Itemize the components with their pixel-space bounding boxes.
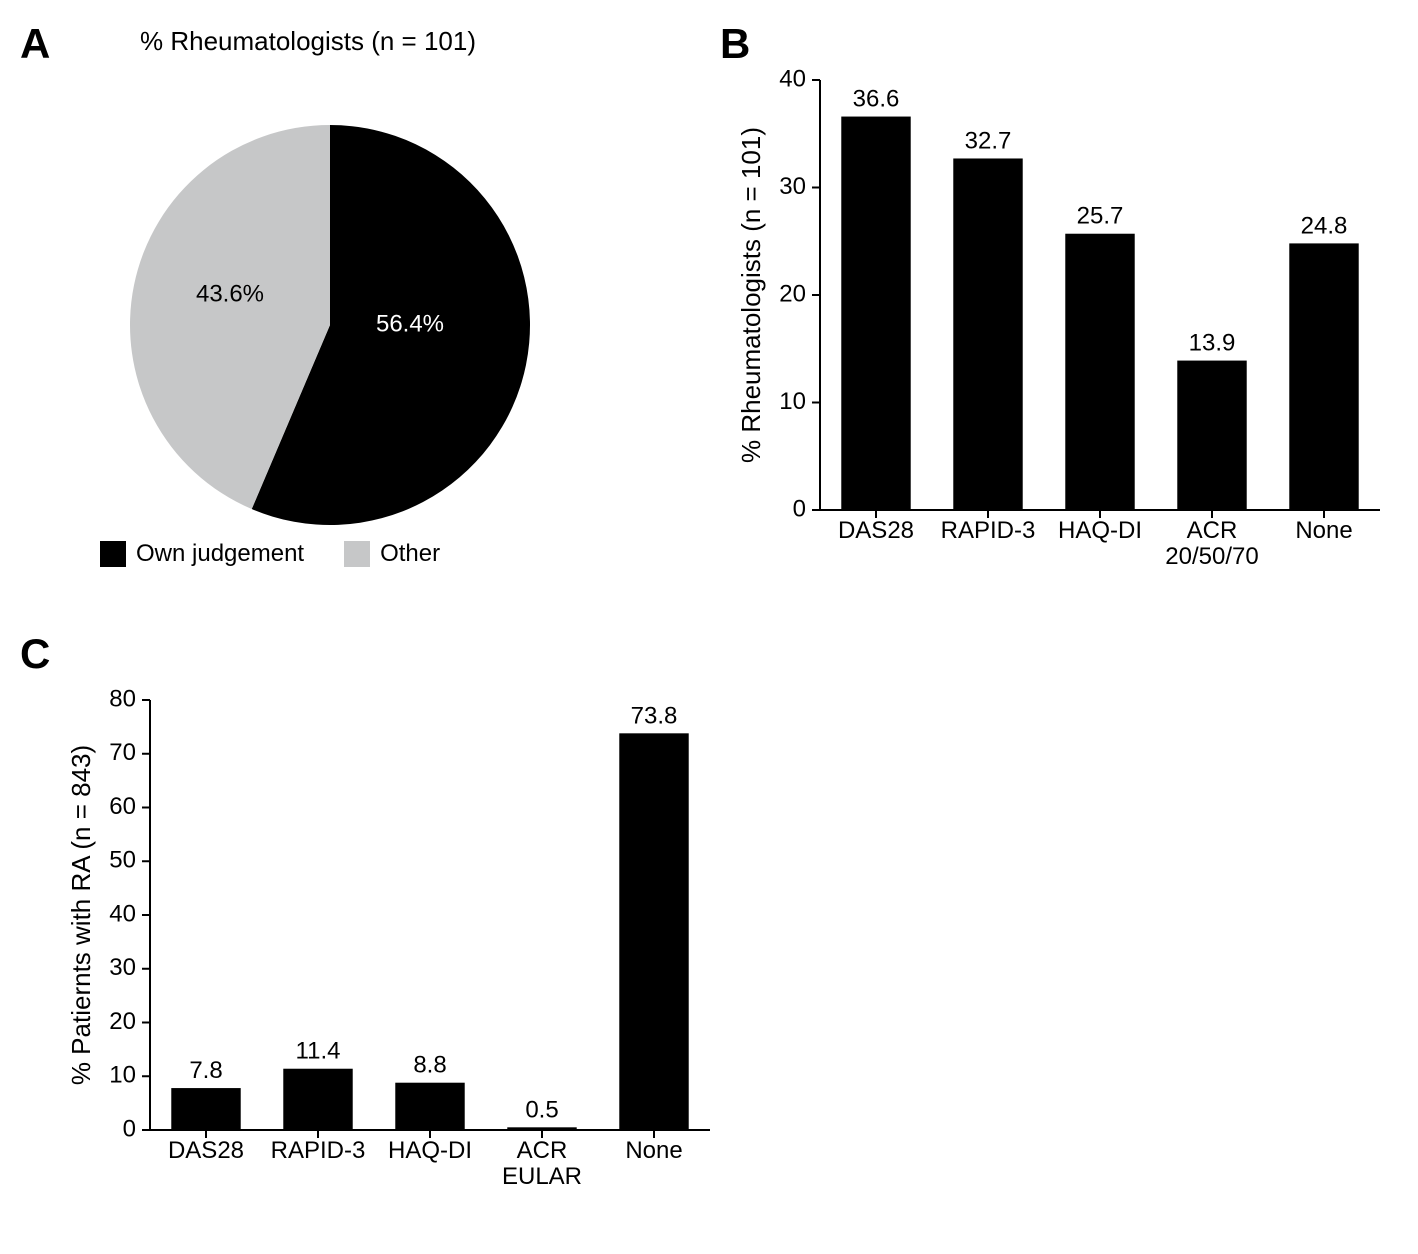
y-tick-label: 40 [109, 900, 136, 927]
bar [619, 733, 688, 1130]
bar-chart-b: 0 10 20 30 40 % Rheumatologists (n = 101) 36.6… [720, 20, 1418, 620]
x-tick-label: None [625, 1137, 682, 1164]
bar [283, 1069, 352, 1130]
y-tick-label: 70 [109, 739, 136, 766]
y-tick-label: 0 [123, 1115, 136, 1142]
bar [395, 1083, 464, 1130]
bar-value-label: 32.7 [965, 127, 1012, 154]
y-axis-label: % Rheumatologists (n = 101) [736, 127, 766, 463]
y-tick-label: 60 [109, 793, 136, 820]
x-tick-label: 20/50/70 [1165, 543, 1258, 570]
figure-root: A % Rheumatologists (n = 101) 56.4%43.6%… [20, 20, 1398, 1234]
x-tick-label: DAS28 [838, 517, 914, 544]
legend-item: Other [344, 540, 440, 568]
x-tick-label: ACR [517, 1137, 568, 1164]
y-tick-label: 30 [779, 173, 806, 200]
legend-item: Own judgement [100, 540, 304, 568]
bar-value-label: 0.5 [525, 1096, 558, 1123]
legend-text: Own judgement [136, 540, 304, 568]
pie-slice-label: 43.6% [196, 280, 264, 307]
y-tick-label: 0 [793, 495, 806, 522]
legend-swatch [100, 541, 126, 567]
x-tick-label: ACR [1187, 517, 1238, 544]
pie-slice-label: 56.4% [376, 310, 444, 337]
bar [1065, 234, 1134, 510]
y-tick-label: 20 [109, 1008, 136, 1035]
pie-a-legend: Own judgement Other [100, 540, 440, 568]
y-tick-label: 20 [779, 280, 806, 307]
y-tick-label: 80 [109, 685, 136, 712]
legend-swatch [344, 541, 370, 567]
y-tick-label: 30 [109, 954, 136, 981]
bar-value-label: 8.8 [413, 1052, 446, 1079]
bar-chart-c: 0 10 20 30 40 50 60 70 80 % Patiernts with RA (n … [20, 630, 780, 1240]
bar [1289, 243, 1358, 510]
x-tick-label: HAQ-DI [388, 1137, 472, 1164]
legend-text: Other [380, 540, 440, 568]
x-tick-label: RAPID-3 [941, 517, 1036, 544]
bar-value-label: 13.9 [1189, 330, 1236, 357]
bar-value-label: 36.6 [853, 86, 900, 113]
x-tick-label: RAPID-3 [271, 1137, 366, 1164]
bar [507, 1127, 576, 1130]
bar [953, 158, 1022, 510]
y-tick-label: 40 [779, 65, 806, 92]
x-tick-label: None [1295, 517, 1352, 544]
x-tick-label: EULAR [502, 1163, 582, 1190]
bar-value-label: 73.8 [631, 702, 678, 729]
pie-chart-a: 56.4% 43.6% [20, 50, 640, 570]
bar-value-label: 7.8 [189, 1057, 222, 1084]
y-tick-label: 10 [779, 388, 806, 415]
bar [841, 117, 910, 510]
x-tick-label: HAQ-DI [1058, 517, 1142, 544]
x-tick-label: DAS28 [168, 1137, 244, 1164]
bar-value-label: 25.7 [1077, 203, 1124, 230]
bar-value-label: 24.8 [1301, 212, 1348, 239]
y-axis-label: % Patiernts with RA (n = 843) [66, 745, 96, 1085]
y-tick-label: 10 [109, 1062, 136, 1089]
bar-value-label: 11.4 [296, 1038, 341, 1065]
y-tick-label: 50 [109, 847, 136, 874]
bar [1177, 361, 1246, 510]
bar [171, 1088, 240, 1130]
